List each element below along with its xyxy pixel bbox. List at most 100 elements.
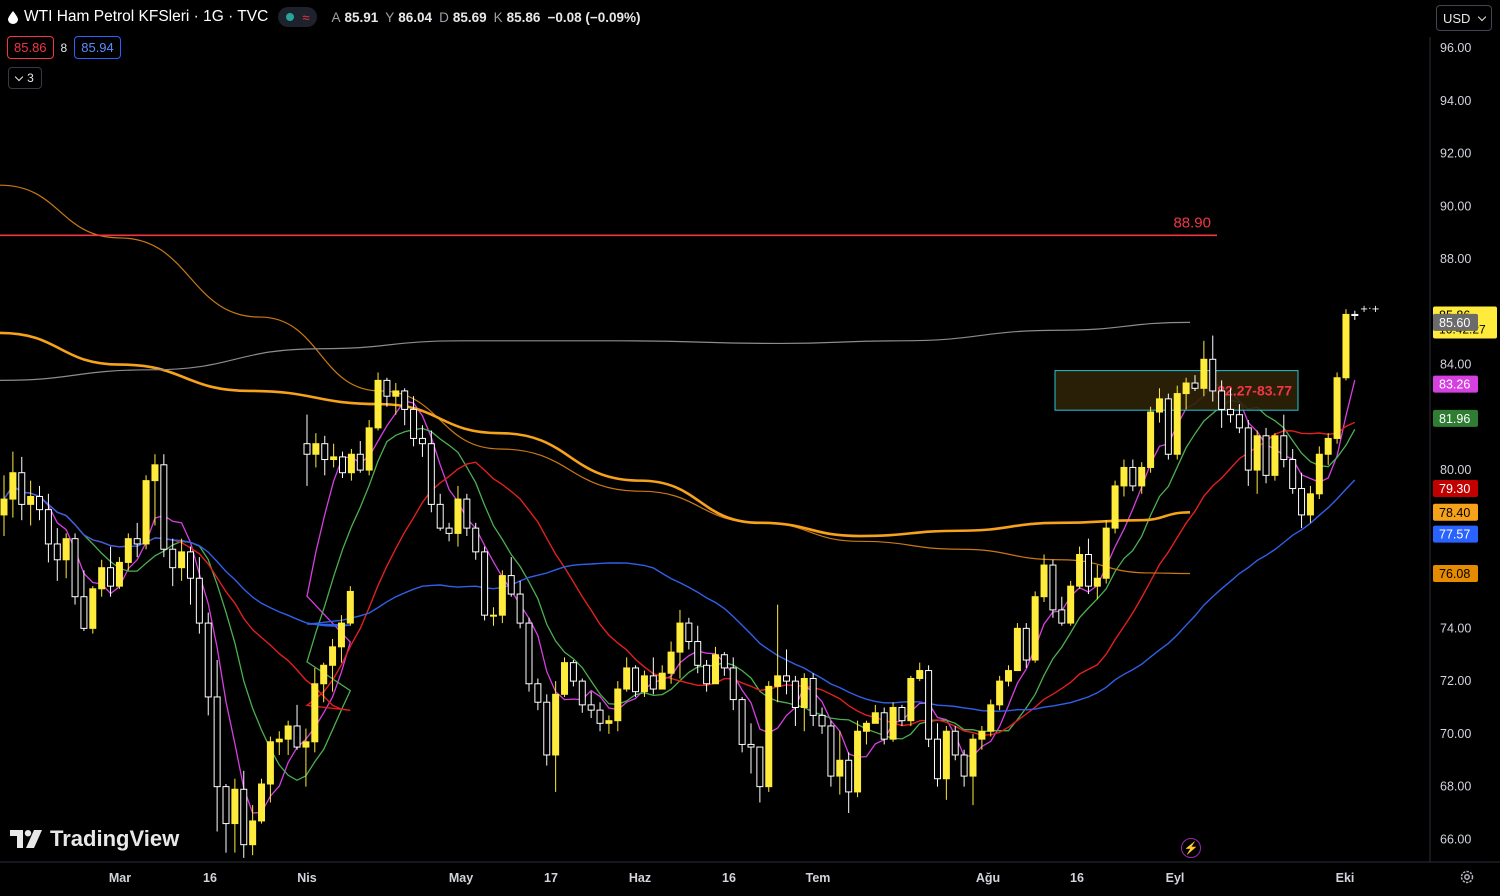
price-badge (1433, 503, 1478, 521)
candle-body (231, 788, 239, 825)
candle-body (1076, 553, 1084, 587)
symbol-title[interactable]: WTI Ham Petrol KFSleri · 1G · TVC (24, 8, 269, 25)
y-tick-label: 66.00 (1440, 832, 1471, 846)
candle-body (213, 696, 221, 788)
candle-body (346, 590, 354, 624)
market-status-pill[interactable]: ≈ (278, 7, 318, 27)
brand-text: TradingView (50, 826, 180, 851)
candle-body (374, 379, 382, 429)
candle-body (204, 622, 212, 698)
candle-body (36, 495, 44, 511)
candle-body (472, 527, 480, 553)
ma-long-line (3, 479, 1356, 712)
session-wave-icon: ≈ (302, 9, 310, 25)
candle-body (463, 498, 471, 529)
y-tick-label: 68.00 (1440, 780, 1471, 794)
candle-body (1155, 398, 1163, 413)
candle-body (1280, 435, 1288, 461)
tradingview-logo[interactable]: TradingView (10, 826, 179, 852)
candle-body (800, 677, 808, 708)
candle-body (694, 641, 702, 666)
candle-body (1218, 390, 1226, 410)
candle-body (89, 588, 97, 629)
candle-body (1013, 627, 1021, 672)
candle-body (151, 464, 159, 482)
candle-body (195, 577, 203, 624)
candle-body (791, 680, 799, 708)
candle-body (266, 741, 274, 785)
ma-short-line (3, 399, 1356, 782)
alerts-bolt-icon[interactable]: ⚡ (1181, 838, 1201, 858)
candle-body (1298, 488, 1306, 516)
candle-body (525, 622, 533, 685)
candle-body (436, 503, 444, 529)
open-value: 85.91 (344, 9, 379, 25)
buy-price-button[interactable]: 85.94 (74, 36, 121, 59)
candle-body (365, 427, 373, 471)
candle-body (836, 759, 844, 777)
candle-body (481, 551, 489, 616)
oil-drop-icon (8, 10, 18, 24)
candle-body (124, 538, 132, 563)
support-zone-label: 82.27-83.77 (1217, 382, 1292, 398)
x-tick-label: Nis (297, 871, 317, 885)
x-tick-label: Eyl (1166, 871, 1185, 885)
candle-body (339, 456, 347, 474)
candle-body (62, 538, 70, 561)
candle-body (880, 712, 888, 740)
candle-body (383, 379, 391, 397)
candle-body (729, 667, 737, 701)
candle-body (275, 738, 283, 743)
candle-body (1120, 466, 1128, 487)
candle-body (1306, 493, 1314, 516)
candle-body (1173, 393, 1181, 455)
indicators-toggle[interactable]: 3 (8, 67, 42, 89)
candle-body (951, 730, 959, 756)
candle-body (1253, 435, 1261, 471)
candle-body (169, 548, 177, 569)
close-value: 85.86 (506, 9, 541, 25)
candle-body (596, 709, 604, 724)
candle-body (534, 683, 542, 703)
candle-body (1333, 377, 1341, 439)
candle-body (845, 759, 853, 793)
candle-body (311, 683, 319, 743)
gear-icon[interactable] (1459, 869, 1475, 885)
candle-body (240, 788, 248, 846)
sell-price-button[interactable]: 85.86 (7, 36, 54, 59)
candle-body (178, 551, 186, 569)
candle-body (1129, 466, 1137, 487)
x-tick-label: May (449, 871, 473, 885)
x-tick-label: 17 (544, 871, 558, 885)
candle-body (507, 575, 515, 595)
candle-body (1040, 564, 1048, 598)
candle-body (427, 443, 435, 505)
candle-body (862, 722, 870, 732)
candle-body (160, 464, 168, 550)
high-value: 86.04 (398, 9, 433, 25)
candle-body (676, 622, 684, 653)
candle-body (1031, 596, 1039, 661)
price-badge (1433, 480, 1478, 498)
candle-body (907, 677, 915, 722)
spread-value: 8 (60, 40, 68, 55)
price-badge-label: 77.57 (1439, 528, 1470, 542)
candle-body (818, 714, 826, 727)
x-tick-label: 16 (203, 871, 217, 885)
high-key: Y (385, 9, 395, 25)
candle-body (1342, 313, 1350, 379)
y-tick-label: 96.00 (1440, 41, 1471, 55)
currency-select[interactable]: USD (1436, 5, 1492, 31)
candle-body (1271, 435, 1279, 476)
candle-body (605, 720, 613, 724)
y-tick-label: 94.00 (1440, 94, 1471, 108)
candle-body (1351, 313, 1359, 316)
candle-body (916, 670, 924, 679)
ma-200-thin-line (0, 184, 1191, 575)
candle-body (587, 704, 595, 711)
ohlc-readout: A 85.91 Y 86.04 D 85.69 K 85.86 −0.08 (−0.09… (331, 10, 643, 25)
candle-body (969, 738, 977, 777)
indicators-count: 3 (27, 71, 34, 85)
candle-body (356, 453, 364, 471)
